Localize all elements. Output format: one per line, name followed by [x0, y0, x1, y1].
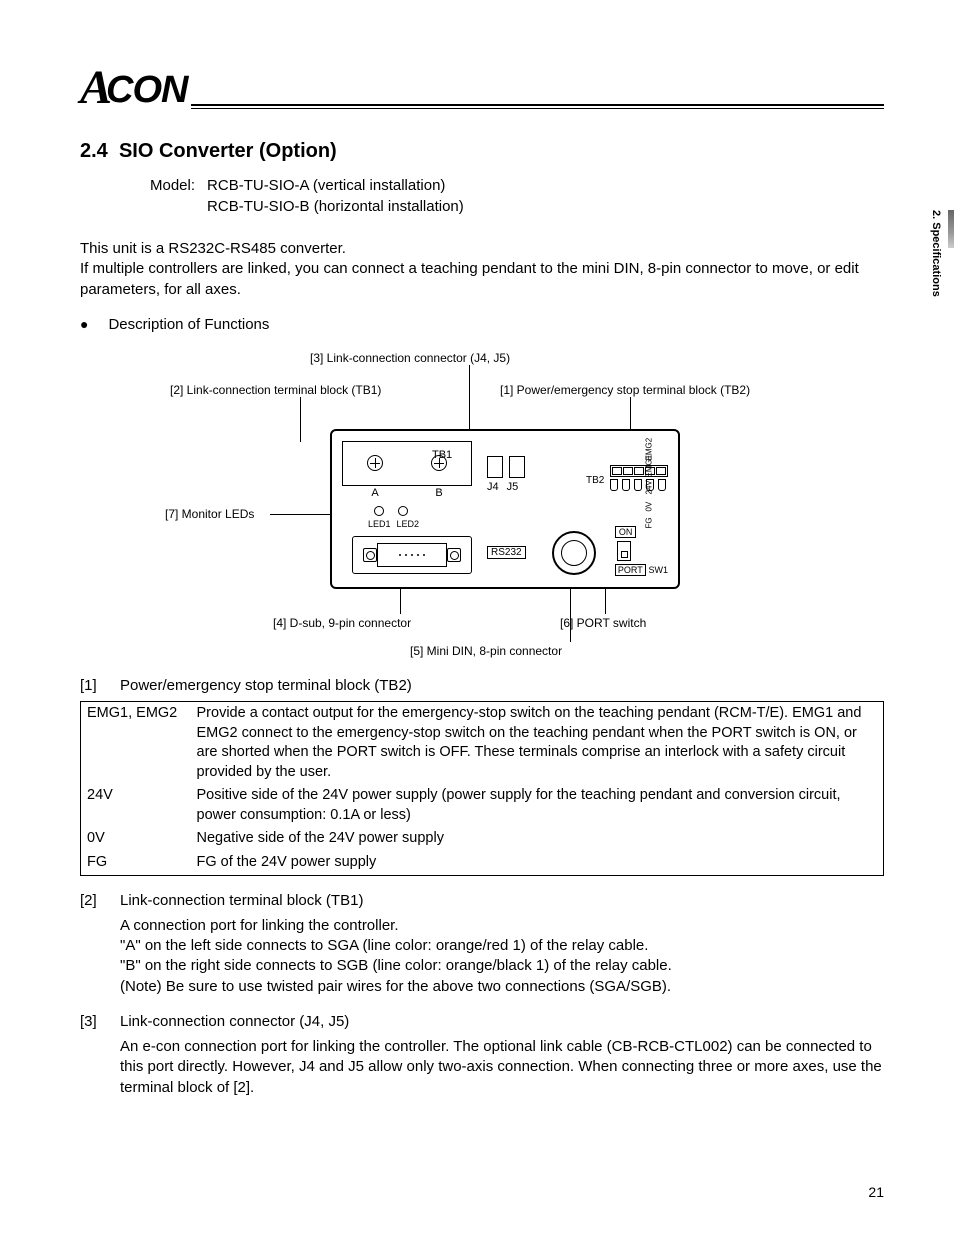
callout-2: [2] Link-connection terminal block (TB1): [170, 383, 381, 397]
led1-label: LED1: [368, 519, 391, 529]
callout-5: [5] Mini DIN, 8-pin connector: [410, 644, 562, 658]
tb1-text: TB1: [432, 449, 452, 461]
logo-header: A CON: [80, 60, 884, 115]
logo-con: CON: [106, 69, 187, 115]
tb2-spec-table: EMG1, EMG2 Provide a contact output for …: [80, 701, 884, 876]
item2-p2: "A" on the left side connects to SGA (li…: [120, 936, 884, 956]
model-block: Model: RCB-TU-SIO-A (vertical installati…: [150, 175, 884, 217]
spec-r3c1: 0V: [81, 827, 191, 851]
model-label: Model:: [150, 175, 195, 217]
led2-label: LED2: [397, 519, 420, 529]
tb1-block: A B: [342, 441, 472, 486]
item2-p4: (Note) Be sure to use twisted pair wires…: [120, 977, 884, 997]
functions-heading: ●Description of Functions: [80, 316, 884, 333]
item2-heading: [2] Link-connection terminal block (TB1): [80, 891, 884, 911]
item3-heading: [3] Link-connection connector (J4, J5): [80, 1012, 884, 1032]
item2-p1: A connection port for linking the contro…: [120, 916, 884, 936]
intro-p1: This unit is a RS232C-RS485 converter.: [80, 239, 884, 259]
logo-rule-thick: [191, 104, 884, 106]
callout-4: [4] D-sub, 9-pin connector: [273, 616, 411, 630]
monitor-leds: [374, 506, 408, 516]
section-title: 2.4 SIO Converter (Option): [80, 140, 884, 163]
j5-label: J5: [507, 481, 519, 493]
tb1-label-b: B: [435, 487, 442, 499]
port-switch: ON PORT SW1: [615, 526, 668, 576]
spec-r2c2: Positive side of the 24V power supply (p…: [191, 784, 884, 827]
spec-r1c2: Provide a contact output for the emergen…: [191, 702, 884, 785]
rs232-label: RS232: [487, 546, 526, 559]
tb2-block: EMG2 EMG1 24V 0V FG TB2: [610, 451, 668, 491]
logo-rule-thin: [191, 108, 884, 109]
spec-r4c2: FG of the 24V power supply: [191, 851, 884, 875]
spec-r2c1: 24V: [81, 784, 191, 827]
item2-p3: "B" on the right side connects to SGB (l…: [120, 956, 884, 976]
intro-p2: If multiple controllers are linked, you …: [80, 259, 884, 300]
callout-7: [7] Monitor LEDs: [165, 507, 254, 521]
spec-r4c1: FG: [81, 851, 191, 875]
callout-6: [6] PORT switch: [560, 616, 646, 630]
model-line1: RCB-TU-SIO-A (vertical installation): [207, 175, 464, 196]
tb2-text: TB2: [586, 475, 604, 486]
item3-p1: An e-con connection port for linking the…: [120, 1037, 884, 1098]
device-enclosure: A B TB1 J4 J5 EMG2 EMG1 24V 0V FG: [330, 429, 680, 589]
model-line2: RCB-TU-SIO-B (horizontal installation): [207, 196, 464, 217]
diagram: [3] Link-connection connector (J4, J5) […: [80, 351, 884, 661]
callout-1: [1] Power/emergency stop terminal block …: [500, 383, 750, 397]
dsub-connector: [352, 536, 472, 574]
item1-heading: [1] Power/emergency stop terminal block …: [80, 676, 884, 696]
page-number: 21: [868, 1184, 884, 1200]
callout-3: [3] Link-connection connector (J4, J5): [310, 351, 510, 365]
tb1-label-a: A: [371, 487, 378, 499]
spec-r1c1: EMG1, EMG2: [81, 702, 191, 785]
j4-j5-connectors: [487, 456, 525, 478]
j4-label: J4: [487, 481, 499, 493]
tb1-screw-a: [367, 455, 383, 471]
spec-r3c2: Negative side of the 24V power supply: [191, 827, 884, 851]
minidin-connector: [552, 531, 596, 575]
